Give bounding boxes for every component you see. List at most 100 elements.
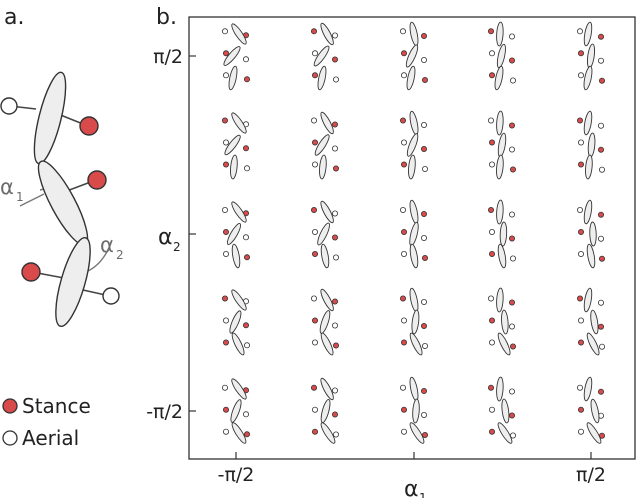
stance-foot [577,295,584,302]
alpha1-label: α [0,175,14,199]
robot-segment [589,221,597,247]
robot-large [0,71,120,328]
stance-foot [79,116,99,136]
stance-foot [421,77,428,84]
robot-configuration [487,287,516,356]
stance-foot [508,235,515,242]
x-axis-label-subscript: 1 [419,491,427,498]
stance-foot [508,122,515,129]
stance-foot [488,428,495,435]
alpha2-label: α [100,233,114,257]
aerial-foot [509,77,516,84]
stance-foot [420,322,427,329]
stance-foot [311,250,318,257]
aerial-foot [332,76,339,83]
stance-foot [87,170,107,190]
aerial-foot [222,139,229,146]
robot-segment [496,376,504,402]
robot-segment [230,154,238,180]
robot-configuration [487,110,516,180]
body-segment-middle [37,160,89,246]
aerial-foot [242,234,249,241]
stance-foot [221,117,228,124]
stance-foot [400,50,407,57]
stance-foot [399,295,406,302]
stance-foot [598,211,605,218]
robot-segment [496,199,504,225]
robot-segment [320,422,336,444]
stance-foot [311,317,318,324]
stance-foot [487,206,494,213]
aerial-foot [421,342,428,349]
aerial-foot [310,295,317,302]
aerial-foot [221,384,228,391]
aerial-foot [400,139,407,146]
legend-stance-marker [2,398,18,414]
stance-foot [487,384,494,391]
aerial-foot [578,317,585,324]
robot-segment [224,134,241,156]
stance-foot [508,57,515,64]
aerial-foot [243,165,250,172]
aerial-foot [331,387,338,394]
body-segment-bottom [55,236,91,328]
stance-foot [400,339,407,346]
aerial-foot [0,97,18,115]
aerial-foot [221,28,228,35]
stance-foot [222,161,229,168]
aerial-foot [310,117,317,124]
robot-segment [231,332,245,356]
robot-configuration [310,377,339,444]
aerial-foot [400,317,407,324]
alpha1-subscript: 1 [16,190,24,204]
robot-configuration [221,112,250,180]
aerial-foot [487,117,494,124]
stance-foot [577,117,584,124]
stance-foot [578,406,585,413]
robot-segment [231,243,241,269]
robot-segment [497,243,507,269]
stance-foot [420,387,427,394]
configuration-grid [221,21,606,444]
stance-foot [310,384,317,391]
aerial-foot [331,32,338,39]
robot-segment [586,243,596,269]
stance-foot [399,117,406,124]
aerial-foot [331,210,338,217]
stance-foot [311,139,318,146]
panel-a-label: a. [4,5,24,30]
robot-segment [583,199,593,225]
robot-segment [583,65,593,91]
robot-segment [590,309,599,335]
robot-configuration [310,111,339,180]
stance-foot [222,406,229,413]
stance-foot [222,339,229,346]
stance-foot [221,295,228,302]
robot-segment [499,221,508,247]
y-axis-label-subscript: 2 [173,240,181,254]
robot-segment [497,332,511,356]
stance-foot [222,50,229,57]
aerial-foot [420,122,427,129]
robot-segment [320,288,334,312]
robot-segment [229,310,242,334]
robot-segment [409,332,423,356]
x-axis-label: α [404,477,419,498]
robot-configuration [221,289,250,356]
stance-foot [331,298,338,305]
aerial-foot [598,299,605,306]
stance-foot [487,28,494,35]
aerial-foot [400,72,407,79]
body-segment-top [33,71,67,165]
aerial-foot [598,235,605,242]
robot-segment [320,243,330,269]
robot-configuration [577,110,606,180]
stance-foot [243,431,250,438]
alpha2-subscript: 2 [116,248,124,262]
stance-foot [509,166,516,173]
stance-foot [311,72,318,79]
stance-foot [332,165,339,172]
alpha1-arrow [19,193,45,207]
